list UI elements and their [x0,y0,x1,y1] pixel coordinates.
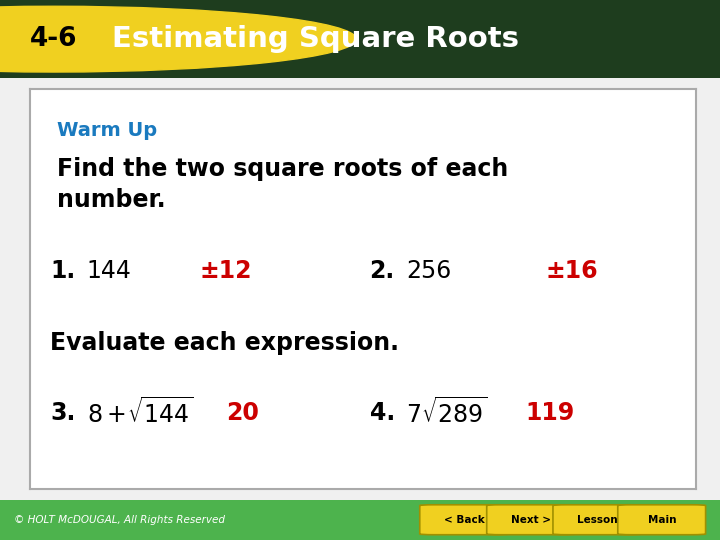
Text: 4-6: 4-6 [30,26,78,52]
FancyBboxPatch shape [553,505,641,535]
Text: Next >: Next > [511,515,552,525]
Text: $8+\!\sqrt{144}$: $8+\!\sqrt{144}$ [87,397,194,428]
Text: Evaluate each expression.: Evaluate each expression. [50,331,399,355]
Text: 20: 20 [227,401,259,425]
Circle shape [0,6,356,72]
Text: ±12: ±12 [200,259,253,283]
Text: Main: Main [648,515,677,525]
Text: Find the two square roots of each
number.: Find the two square roots of each number… [57,157,508,212]
FancyBboxPatch shape [618,505,706,535]
Text: Estimating Square Roots: Estimating Square Roots [112,25,518,53]
Text: 119: 119 [526,401,575,425]
Text: ±16: ±16 [546,259,598,283]
Text: © HOLT McDOUGAL, All Rights Reserved: © HOLT McDOUGAL, All Rights Reserved [14,515,225,525]
Text: 4.: 4. [369,401,395,425]
Text: 144: 144 [87,259,132,283]
Text: 3.: 3. [50,401,76,425]
Text: 1.: 1. [50,259,76,283]
FancyBboxPatch shape [420,505,508,535]
FancyBboxPatch shape [0,500,720,540]
Text: 2.: 2. [369,259,395,283]
Text: $7\sqrt{289}$: $7\sqrt{289}$ [406,397,488,428]
Text: Warm Up: Warm Up [57,121,157,140]
FancyBboxPatch shape [487,505,575,535]
Text: < Back: < Back [444,515,485,525]
FancyBboxPatch shape [0,0,720,78]
Text: Lesson: Lesson [577,515,618,525]
Text: 256: 256 [406,259,451,283]
